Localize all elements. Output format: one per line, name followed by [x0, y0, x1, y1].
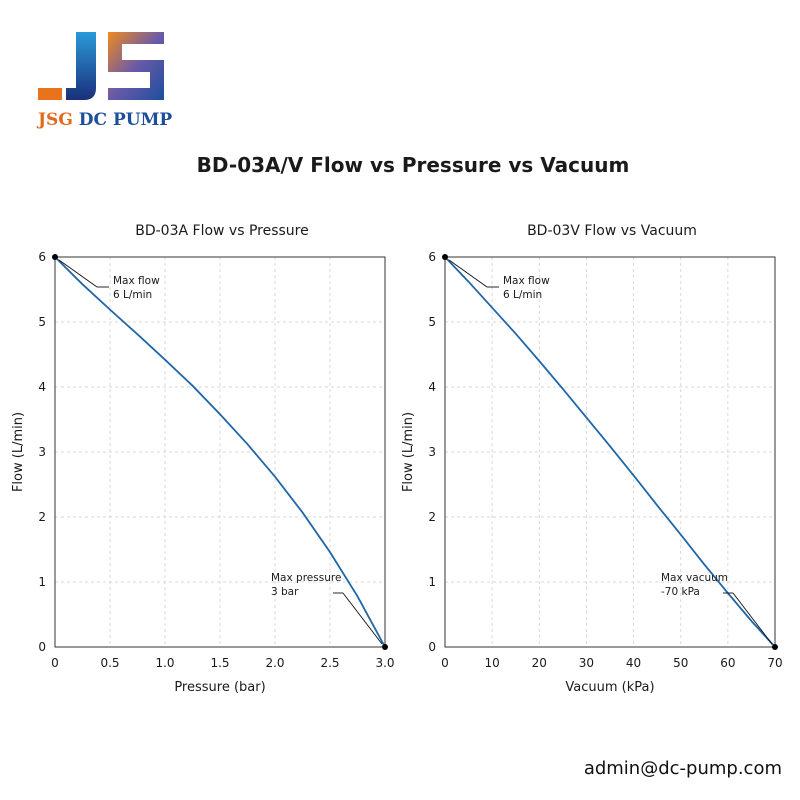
series-line	[444, 256, 776, 648]
y-tick-label: 0	[38, 640, 46, 654]
y-tick-label: 1	[38, 575, 46, 589]
plot-frame	[444, 256, 776, 648]
y-tick-label: 5	[38, 315, 46, 329]
chart-title: BD-03A Flow vs Pressure	[135, 223, 309, 239]
max-endpoint	[382, 644, 388, 650]
x-tick-label: 2.0	[265, 656, 284, 670]
max-flow-point	[442, 254, 448, 260]
annotation-max-end: 3 bar	[271, 586, 299, 598]
x-tick-label: 0	[441, 656, 449, 670]
annotation-max-flow: Max flow	[503, 275, 550, 287]
annotation-max-end: -70 kPa	[661, 586, 700, 598]
annotation-max-end: Max vacuum	[661, 572, 728, 584]
x-tick-label: 20	[532, 656, 547, 670]
y-tick-label: 4	[428, 380, 436, 394]
annotation-leader	[58, 259, 98, 288]
y-tick-label: 3	[428, 445, 436, 459]
brand-name: JSG DC PUMP	[38, 110, 173, 130]
annotation-max-flow: 6 L/min	[113, 289, 152, 301]
contact-email: admin@dc-pump.com	[583, 758, 782, 779]
plot-frame	[54, 256, 386, 648]
chart-svg-left: BD-03A Flow vs Pressure 0 0.5 1.0 1.5 2.0 2.5 3…	[11, 223, 395, 695]
max-flow-point	[52, 254, 58, 260]
x-tick-label: 1.0	[155, 656, 174, 670]
x-tick-label: 10	[485, 656, 500, 670]
annotation-leader	[732, 592, 773, 645]
y-tick-label: 6	[38, 250, 46, 264]
x-tick-label: 0	[51, 656, 59, 670]
y-tick-label: 0	[428, 640, 436, 654]
y-axis-label: Flow (L/min)	[11, 412, 26, 492]
x-tick-label: 60	[720, 656, 735, 670]
max-endpoint	[772, 644, 778, 650]
x-tick-label: 1.5	[210, 656, 229, 670]
y-tick-label: 4	[38, 380, 46, 394]
chart-svg-right: BD-03V Flow vs Vacuum 0 10 20 30 40 50 60 70 0 1 2 3…	[401, 223, 783, 695]
y-axis-label: Flow (L/min)	[401, 412, 416, 492]
x-tick-label: 30	[579, 656, 594, 670]
x-tick-label: 50	[673, 656, 688, 670]
chart-flow-vs-vacuum: BD-03V Flow vs Vacuum 0 10 20 30 40 50 60 70 0 1 2 3…	[390, 215, 790, 705]
x-axis-label: Vacuum (kPa)	[565, 680, 654, 695]
y-tick-label: 5	[428, 315, 436, 329]
x-tick-label: 3.0	[375, 656, 394, 670]
annotation-max-end: Max pressure	[271, 572, 341, 584]
annotation-leader	[342, 592, 383, 645]
annotation-leader	[448, 259, 488, 288]
x-tick-label: 0.5	[100, 656, 119, 670]
y-tick-label: 2	[38, 510, 46, 524]
series-line	[54, 256, 386, 648]
chart-flow-vs-pressure: BD-03A Flow vs Pressure 0 0.5 1.0 1.5 2.0 2.5 3…	[0, 215, 400, 705]
jsg-logo-icon	[38, 32, 164, 100]
page-title: BD-03A/V Flow vs Pressure vs Vacuum	[196, 153, 630, 177]
y-tick-label: 6	[428, 250, 436, 264]
y-tick-label: 3	[38, 445, 46, 459]
x-tick-label: 40	[626, 656, 641, 670]
annotation-max-flow: 6 L/min	[503, 289, 542, 301]
chart-title: BD-03V Flow vs Vacuum	[527, 223, 697, 239]
x-tick-label: 2.5	[320, 656, 339, 670]
y-tick-label: 1	[428, 575, 436, 589]
y-tick-label: 2	[428, 510, 436, 524]
x-axis-label: Pressure (bar)	[174, 680, 265, 695]
annotation-max-flow: Max flow	[113, 275, 160, 287]
x-tick-label: 70	[767, 656, 782, 670]
